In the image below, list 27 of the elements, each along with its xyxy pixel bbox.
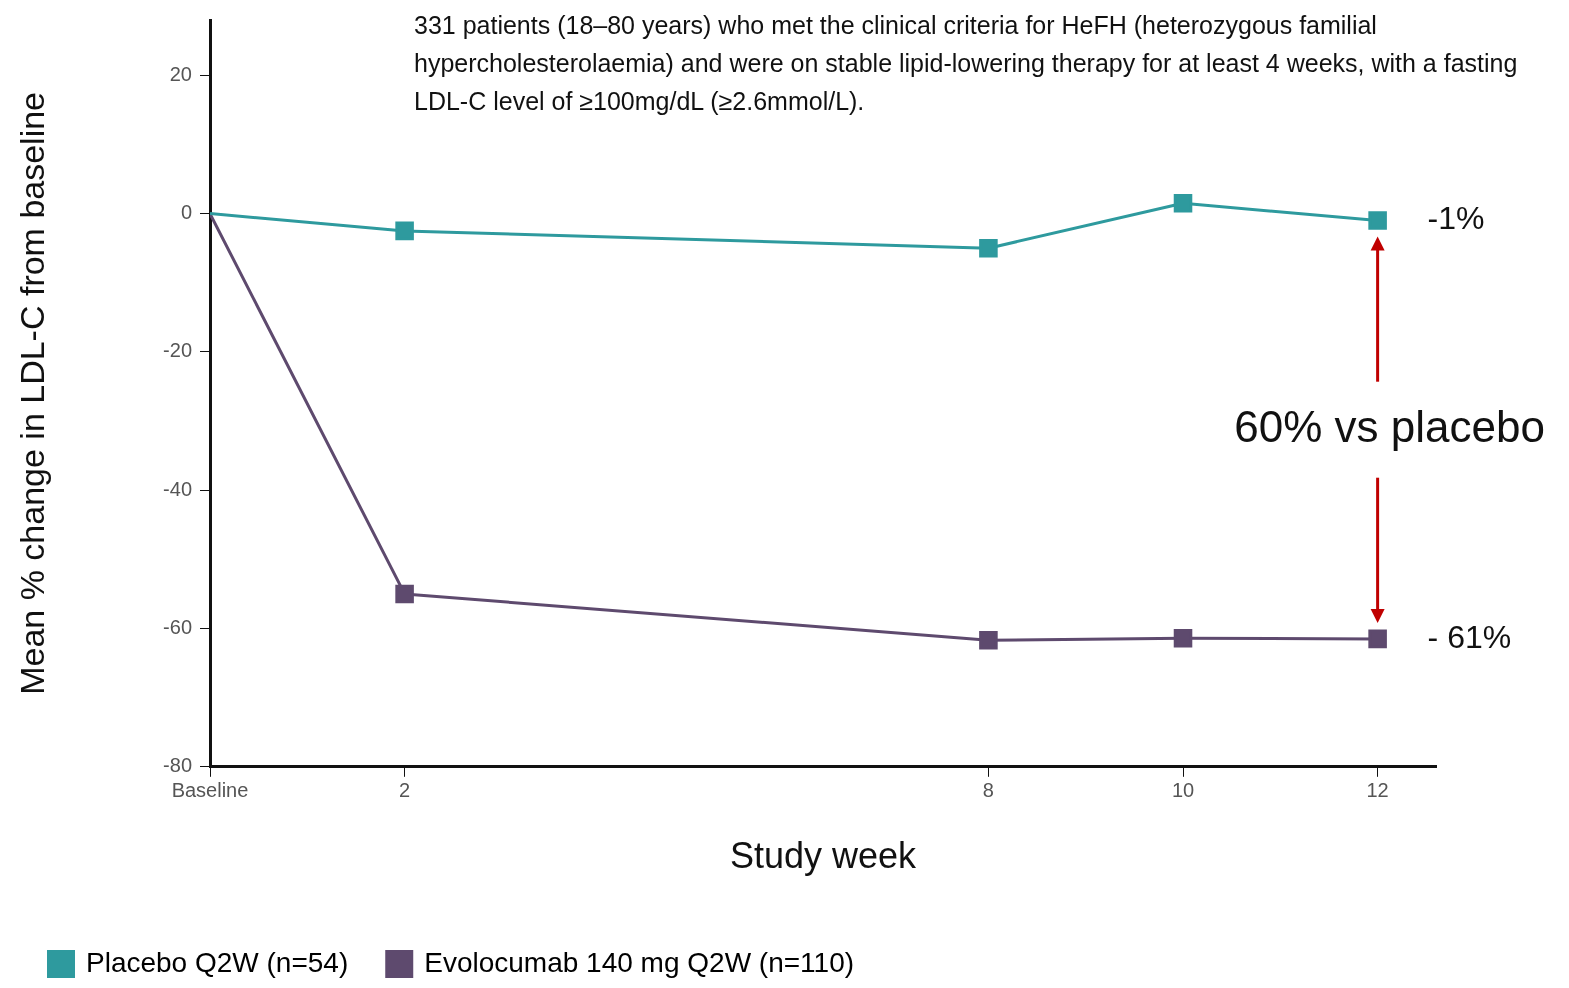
x-axis-title: Study week xyxy=(729,835,918,877)
y-tick-label: -80 xyxy=(163,754,192,777)
x-tick-label: 2 xyxy=(399,779,411,802)
x-tick-label: 8 xyxy=(982,779,994,802)
point xyxy=(1173,628,1193,648)
legend-label: Placebo Q2W (n=54) xyxy=(86,946,349,978)
point xyxy=(1173,193,1193,213)
annotation: 331 patients (18–80 years) who met the clinical criteria for HeFH (heterozygous familial hypercholesterolaemia) and were on stable lipid-lowering therapy for at least 4 weeks, with a fasting LDL-C level of ≥100mg/dL (≥2.6mmol/L). xyxy=(414,10,1519,117)
point xyxy=(1368,629,1387,649)
x-tick-label: 12 xyxy=(1366,779,1389,802)
x-tick-label: Baseline xyxy=(171,779,249,802)
y-tick-label: -60 xyxy=(163,616,192,639)
x-tick-label: 10 xyxy=(1171,779,1195,802)
y-axis-title: Mean % change in LDL-C from baseline xyxy=(12,91,51,695)
annotation: - 61% xyxy=(1427,618,1512,655)
legend-label: Evolocumab 140 mg Q2W (n=110) xyxy=(424,946,855,978)
point xyxy=(1368,211,1387,230)
annotation: -1% xyxy=(1427,200,1485,237)
y-tick-label: -20 xyxy=(163,339,192,362)
point xyxy=(979,630,998,650)
y-tick-label: 0 xyxy=(180,201,192,224)
point xyxy=(395,221,414,241)
y-tick-label: -40 xyxy=(163,477,192,500)
annotation: 60% vs placebo xyxy=(1234,401,1545,451)
point xyxy=(395,584,414,604)
point xyxy=(979,238,998,258)
y-tick-label: 20 xyxy=(169,62,192,85)
